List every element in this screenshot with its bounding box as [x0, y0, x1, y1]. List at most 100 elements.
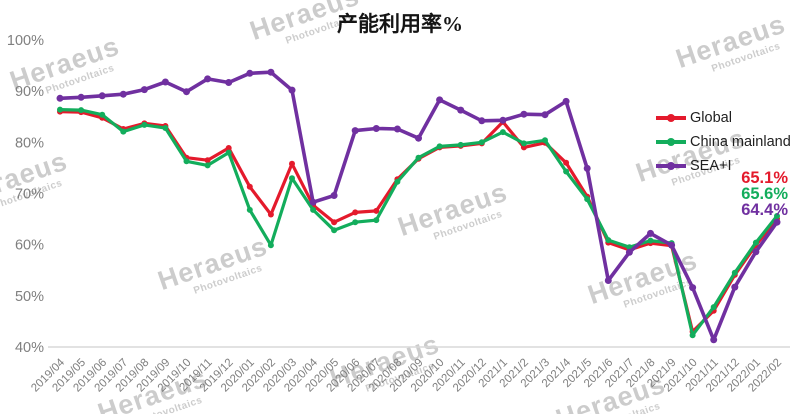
series-marker — [499, 129, 506, 136]
series-marker — [373, 207, 380, 214]
series-marker — [457, 141, 464, 148]
series-marker — [204, 75, 212, 83]
series-marker — [56, 94, 64, 102]
series-marker — [310, 206, 317, 213]
series-marker — [647, 237, 654, 244]
series-marker — [415, 154, 422, 161]
sea-i-line-swatch — [656, 162, 686, 170]
legend-row-global: Global — [656, 106, 791, 130]
series-marker — [584, 196, 591, 203]
global-line-swatch — [656, 114, 686, 122]
series-marker — [331, 219, 338, 226]
series-marker — [731, 283, 739, 291]
series-marker — [183, 158, 190, 165]
series-marker — [162, 125, 169, 131]
series-marker — [563, 159, 570, 166]
series-marker — [267, 68, 275, 76]
series-marker — [289, 160, 295, 167]
series-marker — [225, 149, 232, 156]
y-axis-label: 100% — [7, 33, 44, 49]
series-marker — [352, 219, 359, 226]
series-marker — [604, 277, 612, 284]
series-marker — [289, 175, 295, 182]
series-marker — [120, 128, 127, 135]
series-marker — [520, 110, 528, 118]
legend-label-sea-i: SEA+I — [690, 158, 732, 174]
series-marker — [415, 134, 422, 142]
series-marker — [710, 336, 718, 344]
series-marker — [520, 140, 527, 147]
y-axis-label: 80% — [15, 135, 44, 151]
latest-value-sea-i: 64.4% — [741, 201, 788, 220]
series-marker — [99, 111, 106, 118]
series-marker — [246, 69, 254, 77]
series-marker — [331, 227, 338, 234]
series-marker — [246, 206, 253, 213]
series-marker — [351, 127, 359, 135]
series-marker — [204, 162, 211, 169]
series-marker — [542, 137, 548, 144]
series-marker — [478, 139, 485, 146]
series-marker — [119, 90, 127, 98]
latest-value-china-mainland: 65.6% — [741, 185, 788, 204]
legend-label-china-mainland: China mainland — [690, 134, 791, 150]
series-marker — [436, 143, 443, 150]
series-marker — [731, 269, 738, 276]
series-marker — [499, 116, 507, 124]
series-marker — [752, 248, 760, 256]
series-marker — [372, 125, 380, 132]
series-marker — [774, 213, 780, 219]
series-marker — [668, 241, 676, 249]
series-marker — [710, 304, 717, 311]
y-axis-label: 70% — [15, 187, 44, 203]
legend-label-global: Global — [690, 110, 732, 126]
series-marker — [478, 117, 486, 125]
series-marker — [605, 237, 612, 244]
series-marker — [267, 242, 274, 249]
y-axis-label: 90% — [15, 84, 44, 100]
series-marker — [752, 239, 759, 246]
series-marker — [183, 88, 190, 96]
legend-row-sea-i: SEA+I — [656, 154, 791, 178]
series-marker — [225, 145, 232, 151]
series-marker — [625, 248, 633, 256]
legend-row-china-mainland: China mainland — [656, 130, 791, 154]
chart-legend: Global China mainland SEA+I — [656, 106, 791, 178]
y-axis-label: 40% — [15, 340, 44, 356]
series-marker — [436, 96, 444, 104]
series-marker — [393, 125, 401, 133]
series-marker — [541, 111, 549, 119]
series-marker — [78, 107, 85, 114]
series-marker — [288, 86, 296, 94]
series-marker — [77, 93, 85, 101]
series-marker — [161, 78, 169, 86]
y-axis-label: 50% — [15, 289, 44, 305]
china-mainland-line-swatch — [656, 138, 686, 146]
series-marker — [457, 106, 465, 114]
series-marker — [225, 79, 233, 86]
series-marker — [309, 198, 317, 206]
latest-value-labels: 65.1% 65.6% 64.4% — [741, 170, 788, 219]
series-marker — [352, 209, 359, 216]
series-marker — [647, 229, 654, 237]
series-marker — [773, 218, 781, 226]
series-marker — [204, 157, 211, 164]
latest-value-global: 65.1% — [741, 169, 788, 187]
series-marker — [689, 332, 696, 339]
series-marker — [583, 164, 591, 172]
series-marker — [562, 97, 570, 105]
series-marker — [246, 183, 253, 190]
series-marker — [330, 192, 338, 199]
series-marker — [140, 86, 148, 94]
series-marker — [394, 178, 401, 185]
series-marker — [141, 121, 148, 128]
series-marker — [98, 92, 106, 100]
y-axis-label: 60% — [15, 238, 44, 254]
series-marker — [373, 217, 380, 224]
series-marker — [57, 106, 63, 113]
series-marker — [689, 284, 697, 292]
series-marker — [563, 168, 570, 175]
series-marker — [267, 211, 274, 218]
